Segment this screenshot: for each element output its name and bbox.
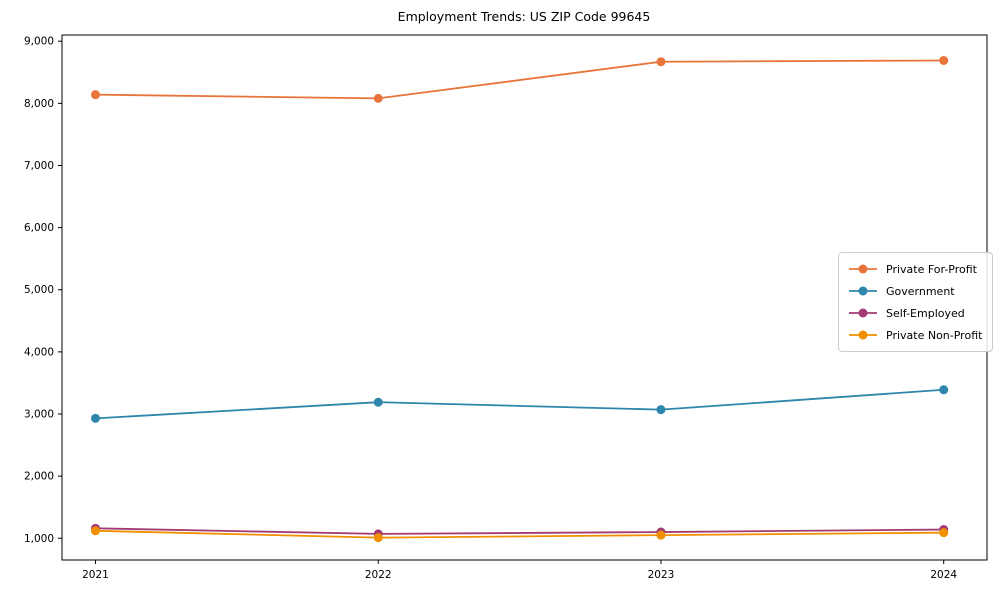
legend-item-government: Government [847, 280, 982, 302]
legend: Private For-Profit Government Self-Employe… [838, 252, 994, 352]
y-tick-label: 7,000 [24, 160, 54, 172]
legend-swatch-self-employed [849, 308, 877, 318]
data-point-private-for-profit-2023 [656, 57, 666, 67]
data-point-government-2023 [656, 405, 666, 415]
x-axis: 2021 2022 2023 2024 [82, 560, 957, 581]
legend-label-private-for-profit: Private For-Profit [886, 262, 977, 276]
chart-title: Employment Trends: US ZIP Code 99645 [398, 9, 651, 24]
legend-swatch-private-non-profit [849, 330, 877, 340]
data-point-private-non-profit-2024 [939, 528, 949, 538]
y-tick-label: 4,000 [24, 346, 54, 358]
x-tick-label: 2024 [930, 569, 957, 581]
legend-item-private-non-profit: Private Non-Profit [847, 324, 982, 346]
x-tick-label: 2023 [648, 569, 675, 581]
series-line-private-non-profit [95, 529, 944, 539]
legend-label-government: Government [886, 284, 955, 298]
legend-label-private-non-profit: Private Non-Profit [886, 328, 983, 342]
data-point-government-2022 [373, 397, 383, 407]
series-line-self-employed [95, 527, 944, 535]
y-tick-label: 2,000 [24, 471, 54, 483]
series-group [91, 55, 949, 543]
y-tick-label: 5,000 [24, 284, 54, 296]
data-point-government-2024 [939, 385, 949, 395]
y-tick-label: 3,000 [24, 408, 54, 420]
y-tick-label: 8,000 [24, 98, 54, 110]
x-tick-label: 2022 [365, 569, 392, 581]
data-point-private-for-profit-2024 [939, 55, 949, 65]
data-point-private-for-profit-2022 [373, 93, 383, 103]
legend-item-private-for-profit: Private For-Profit [847, 258, 982, 280]
y-tick-label: 1,000 [24, 533, 54, 545]
data-point-private-non-profit-2023 [656, 530, 666, 540]
y-tick-label: 6,000 [24, 222, 54, 234]
legend-label-self-employed: Self-Employed [886, 306, 965, 320]
series-line-government [95, 388, 944, 420]
series-line-private-for-profit [95, 59, 944, 100]
legend-swatch-private-for-profit [849, 264, 877, 274]
x-tick-label: 2021 [82, 569, 109, 581]
legend-swatch-government [849, 286, 877, 296]
data-point-government-2021 [91, 413, 100, 423]
legend-item-self-employed: Self-Employed [847, 302, 982, 324]
data-point-private-non-profit-2022 [373, 533, 383, 543]
y-axis: 1,000 2,000 3,000 4,000 5,000 6,000 7,000 8,000… [24, 36, 62, 545]
data-point-private-non-profit-2021 [91, 526, 100, 536]
y-tick-label: 9,000 [24, 36, 54, 48]
data-point-private-for-profit-2021 [91, 90, 100, 100]
